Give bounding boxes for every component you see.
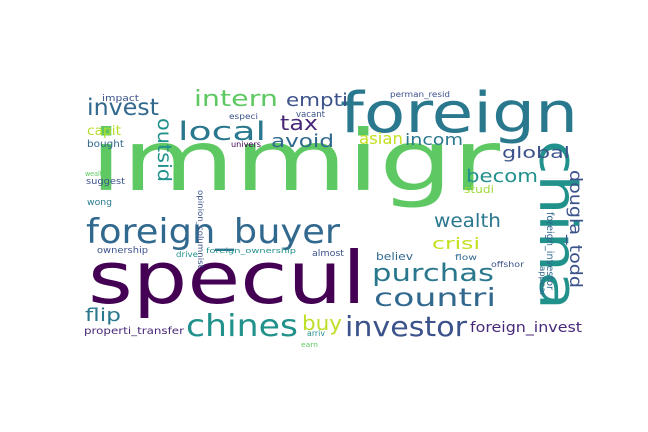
word-32: studi xyxy=(464,183,494,196)
word-2: specul xyxy=(88,236,366,320)
word-30: ownership xyxy=(97,246,148,256)
word-39: opinion_columnist xyxy=(196,190,205,268)
word-7: investor xyxy=(345,310,468,343)
word-27: capit xyxy=(87,124,121,139)
word-33: foreign_investor xyxy=(544,212,555,291)
word-43: drive xyxy=(176,250,198,259)
word-50: earn xyxy=(301,341,318,349)
word-15: avoid xyxy=(271,131,334,152)
word-22: global xyxy=(502,143,570,162)
word-26: incom xyxy=(405,130,463,149)
word-3: foreign xyxy=(340,81,578,146)
word-23: douglа_todd xyxy=(565,170,585,288)
word-31: believ xyxy=(376,250,414,263)
word-42: wong xyxy=(87,198,112,208)
word-48: appear xyxy=(538,266,547,297)
word-41: suggest xyxy=(86,177,126,187)
word-24: foreign_invest xyxy=(470,320,583,336)
word-35: especi xyxy=(229,112,258,121)
word-36: perman_resid xyxy=(390,90,450,99)
word-11: invest xyxy=(87,95,159,121)
word-44: foreign_ownership xyxy=(206,247,297,255)
word-28: bought xyxy=(87,139,124,150)
word-17: buy xyxy=(302,311,342,335)
word-37: univers xyxy=(231,140,261,149)
word-8: purchas xyxy=(372,259,494,287)
word-6: chines xyxy=(186,309,298,344)
word-34: impact xyxy=(102,94,140,104)
word-29: properti_transfer xyxy=(84,326,185,337)
word-19: wealth xyxy=(434,210,501,232)
word-9: countri xyxy=(374,283,496,312)
word-16: outsid xyxy=(153,118,175,182)
word-14: tax xyxy=(280,111,318,135)
word-21: becom xyxy=(466,166,538,187)
word-10: local xyxy=(178,117,266,147)
word-25: asian xyxy=(359,129,403,148)
word-18: flip xyxy=(85,305,121,326)
word-12: intern xyxy=(194,87,278,112)
word-46: flow xyxy=(455,253,478,262)
word-1: immigr xyxy=(90,112,501,210)
word-20: crisi xyxy=(432,234,480,253)
word-40: wealthi xyxy=(85,170,108,178)
word-4: china xyxy=(527,140,587,310)
word-45: almost xyxy=(312,249,344,259)
word-49: arriv xyxy=(307,329,325,338)
word-5: foreign_buyer xyxy=(86,212,340,252)
word-47: offshor xyxy=(491,260,525,269)
word-38: vacant xyxy=(296,110,325,120)
word-13: empti xyxy=(286,90,348,111)
